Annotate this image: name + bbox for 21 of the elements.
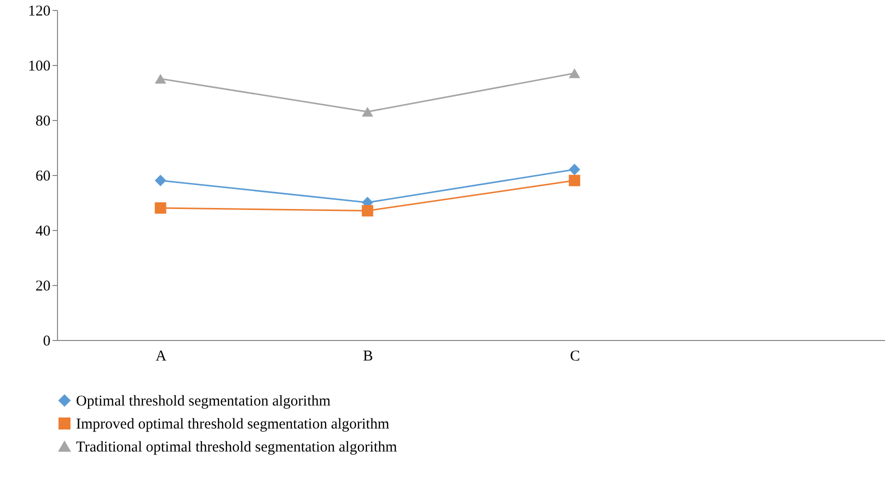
- point: [154, 174, 166, 186]
- y-tick-label: 40: [36, 224, 50, 240]
- legend-label: Traditional optimal threshold segmentation algorithm: [76, 440, 398, 456]
- y-tick-label: 0: [43, 334, 50, 350]
- x-tick-label: B: [362, 348, 374, 364]
- point: [362, 106, 374, 117]
- point: [568, 164, 580, 176]
- point: [568, 174, 580, 186]
- y-tick-label: 60: [36, 168, 50, 184]
- y-tick-label: 100: [28, 58, 50, 74]
- point: [362, 205, 374, 216]
- legend-label: Optimal threshold segmentation algorithm: [76, 394, 331, 410]
- x-tick-label: C: [570, 348, 580, 364]
- y-tick-label: 80: [36, 114, 50, 130]
- y-tick-label: 120: [28, 4, 50, 20]
- point: [154, 202, 166, 214]
- point: [154, 74, 166, 84]
- y-tick-label: 20: [36, 278, 50, 294]
- point: [568, 68, 580, 78]
- legend-label: Improved optimal threshold segmentation algorithm: [76, 416, 390, 432]
- x-tick-label: A: [156, 348, 167, 364]
